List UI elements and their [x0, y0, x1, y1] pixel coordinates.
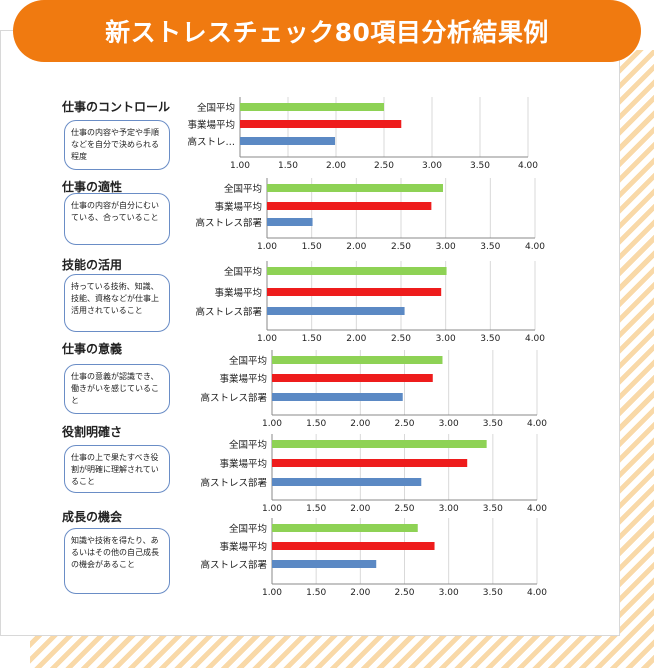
- page-title: 新ストレスチェック80項目分析結果例: [13, 0, 641, 62]
- chart-card: [0, 30, 620, 636]
- section-title: 仕事の意義: [62, 342, 123, 356]
- section-title: 役割明確さ: [62, 425, 123, 439]
- section-title: 技能の活用: [62, 258, 123, 272]
- section-description: 持っている技術、知識、技能、資格などが仕事上活用されていること: [64, 274, 170, 332]
- section-description: 仕事の内容が自分にむいている、合っていること: [64, 193, 170, 245]
- section-description: 知識や技術を得たり、あるいはその他の自己成長の機会があること: [64, 528, 170, 594]
- section-title: 仕事の適性: [62, 180, 123, 194]
- section-title: 成長の機会: [62, 510, 123, 524]
- section-title: 仕事のコントロール: [62, 100, 171, 114]
- section-description: 仕事の上で果たすべき役割が明確に理解されていること: [64, 445, 170, 493]
- section-description: 仕事の内容や予定や手順などを自分で決められる程度: [64, 120, 170, 170]
- section-description: 仕事の意義が認識でき、働きがいを感じていること: [64, 364, 170, 414]
